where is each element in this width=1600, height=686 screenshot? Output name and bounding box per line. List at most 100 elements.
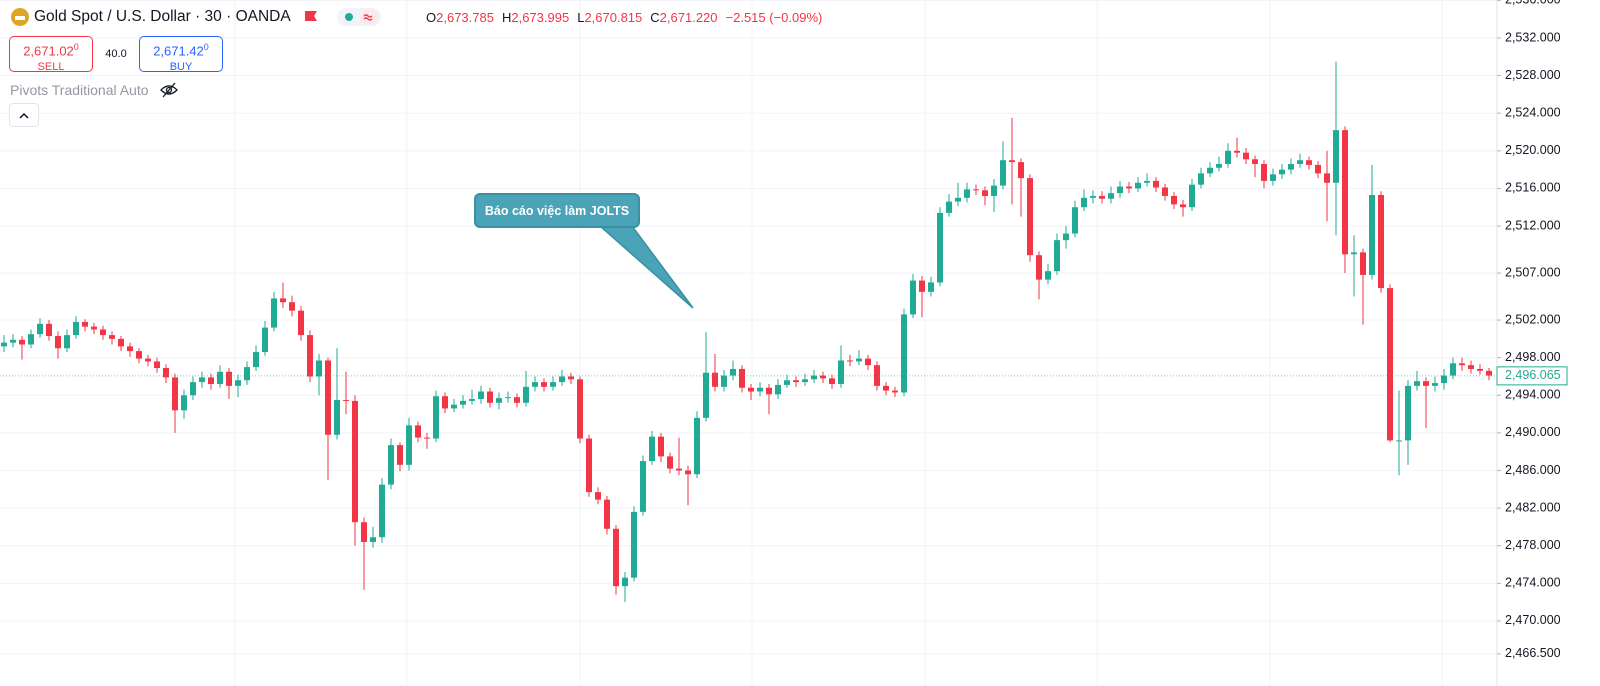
- candle-body: [676, 468, 682, 471]
- hide-icon[interactable]: [159, 82, 179, 98]
- candle-body: [1027, 178, 1033, 256]
- ohlc-key: H: [501, 10, 512, 25]
- candle-body: [235, 380, 241, 386]
- candle-body: [136, 351, 142, 359]
- candle-body: [1432, 383, 1438, 386]
- candle-body: [964, 189, 970, 198]
- candle-body: [559, 376, 565, 383]
- buy-price: 2,671.42: [153, 43, 204, 59]
- candle-body: [595, 492, 601, 500]
- candle-body: [820, 375, 826, 379]
- candle-body: [199, 377, 205, 383]
- collapse-button[interactable]: [9, 103, 39, 127]
- candle-body: [244, 367, 250, 381]
- buy-pip: 0: [203, 42, 209, 52]
- symbol-header: Gold Spot / U.S. Dollar · 30 · OANDA: [10, 7, 381, 27]
- candle-body: [406, 425, 412, 465]
- y-tick-label: 2,532.000: [1505, 30, 1561, 44]
- candle-body: [910, 280, 916, 315]
- candle-body: [325, 360, 331, 435]
- slash: [162, 82, 176, 98]
- candle-body: [514, 397, 520, 403]
- candle-body: [1378, 195, 1384, 289]
- flag-icon[interactable]: [303, 10, 319, 24]
- ohlc-item: O2,673.785: [426, 10, 494, 25]
- candle-body: [784, 380, 790, 385]
- sell-button[interactable]: 2,671.020 SELL: [9, 36, 93, 73]
- candle-body: [1306, 160, 1312, 165]
- candle-body: [739, 368, 745, 388]
- candle-body: [46, 323, 52, 337]
- candle-body: [901, 314, 907, 393]
- candle-body: [532, 382, 538, 387]
- candle-body: [1333, 130, 1339, 183]
- candle-body: [262, 327, 268, 353]
- candle-body: [955, 197, 961, 202]
- candle-body: [163, 368, 169, 378]
- buy-button[interactable]: 2,671.420 BUY: [139, 36, 223, 73]
- chevron: [19, 112, 29, 119]
- candle-body: [568, 376, 574, 380]
- candle-body: [541, 382, 547, 387]
- candle-body: [757, 387, 763, 392]
- candle-body: [415, 425, 421, 438]
- y-tick-label: 2,494.000: [1505, 388, 1561, 402]
- candle-body: [1243, 152, 1249, 160]
- candle-body: [1054, 240, 1060, 272]
- ohlc-key: L: [577, 10, 585, 25]
- candle-body: [1036, 255, 1042, 280]
- indicator-name[interactable]: Pivots Traditional Auto: [10, 82, 149, 98]
- candle-body: [1369, 195, 1375, 275]
- y-tick-label: 2,524.000: [1505, 106, 1561, 120]
- candle-body: [217, 371, 223, 384]
- candle-body: [1459, 363, 1465, 366]
- candle-body: [982, 190, 988, 196]
- candle-body: [1072, 207, 1078, 234]
- candle-body: [811, 375, 817, 380]
- candle-body: [181, 395, 187, 411]
- y-tick-label: 2,482.000: [1505, 500, 1561, 514]
- candle-body: [442, 396, 448, 409]
- candle-body: [1045, 271, 1051, 280]
- chevron-icon: [19, 112, 29, 119]
- candle-body: [1108, 193, 1114, 199]
- candle-body: [1198, 173, 1204, 185]
- candle-body: [1414, 381, 1420, 386]
- candle-body: [1, 342, 7, 347]
- candle-body: [523, 386, 529, 403]
- sell-pip: 0: [73, 42, 79, 52]
- candle-body: [451, 404, 457, 409]
- candle-body: [1153, 180, 1159, 188]
- ohlc-key: O: [426, 10, 437, 25]
- spread: 40.0: [105, 48, 127, 60]
- candle-body: [1234, 150, 1240, 153]
- candle-body: [91, 326, 97, 330]
- candle-body: [721, 375, 727, 387]
- candle-body: [793, 380, 799, 383]
- candle-body: [37, 323, 43, 335]
- candle-body: [1396, 440, 1402, 442]
- market-status[interactable]: [336, 7, 381, 27]
- candle-body: [19, 339, 25, 345]
- symbol-title[interactable]: Gold Spot / U.S. Dollar · 30 · OANDA: [34, 8, 291, 25]
- candle-body: [1360, 252, 1366, 275]
- pupil: [165, 86, 172, 94]
- candle-body: [109, 335, 115, 339]
- candle-body: [1477, 368, 1483, 371]
- candle-body: [1324, 173, 1330, 183]
- y-tick-label: 2,498.000: [1505, 350, 1561, 364]
- ohlc-change: −2.515 (−0.09%): [725, 10, 823, 25]
- candle-body: [1216, 163, 1222, 168]
- candle-body: [838, 360, 844, 384]
- candle-body: [1261, 163, 1267, 181]
- y-tick-label: 2,507.000: [1505, 265, 1561, 279]
- candle-body: [577, 379, 583, 439]
- candle-body: [928, 282, 934, 292]
- trade-panel: 2,671.020 SELL 40.0 2,671.420 BUY: [9, 36, 223, 73]
- candle-body: [1180, 204, 1186, 208]
- candle-body: [388, 445, 394, 485]
- candle-body: [883, 385, 889, 391]
- candle-body: [586, 438, 592, 493]
- candle-body: [460, 400, 466, 405]
